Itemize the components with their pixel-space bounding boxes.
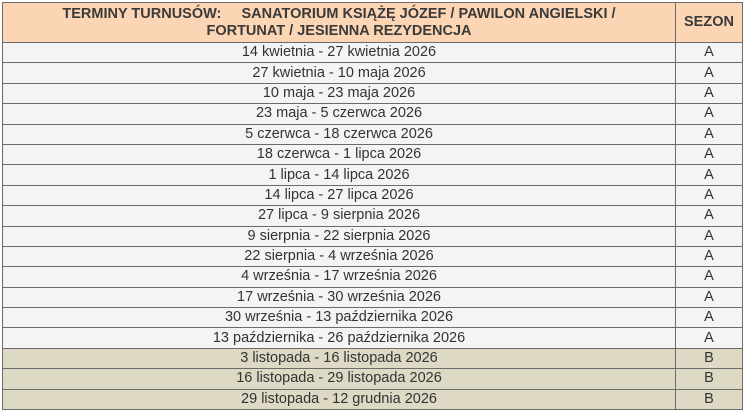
row-dates: 18 czerwca - 1 lipca 2026 [2, 143, 676, 166]
table-row: 1 lipca - 14 lipca 2026 A [2, 164, 743, 186]
row-season: A [675, 266, 743, 288]
row-season: A [675, 307, 743, 329]
row-season: A [675, 286, 743, 309]
row-season: A [675, 225, 743, 247]
table-header-row: TERMINY TURNUSÓW: SANATORIUM KSIĄŻĘ JÓZE… [2, 2, 743, 43]
row-dates: 16 listopada - 29 listopada 2026 [2, 368, 676, 390]
table-row: 14 lipca - 27 lipca 2026 A [2, 184, 743, 207]
row-season: A [675, 327, 743, 349]
table-row: 14 kwietnia - 27 kwietnia 2026 A [2, 41, 743, 64]
row-season: A [675, 62, 743, 84]
table-row: 18 czerwca - 1 lipca 2026 A [2, 143, 743, 166]
row-dates: 4 września - 17 września 2026 [2, 266, 676, 288]
row-season: A [675, 205, 743, 227]
row-dates: 22 sierpnia - 4 września 2026 [2, 245, 676, 268]
table-body: 14 kwietnia - 27 kwietnia 2026 A 27 kwietn… [2, 41, 743, 411]
table-row: 9 sierpnia - 22 sierpnia 2026 A [2, 225, 743, 247]
table-row: 22 sierpnia - 4 września 2026 A [2, 245, 743, 268]
row-dates: 30 września - 13 października 2026 [2, 307, 676, 329]
row-dates: 27 kwietnia - 10 maja 2026 [2, 62, 676, 84]
row-season: A [675, 123, 743, 145]
table-row: 13 października - 26 października 2026 A [2, 327, 743, 349]
row-dates: 9 sierpnia - 22 sierpnia 2026 [2, 225, 676, 247]
row-dates: 14 lipca - 27 lipca 2026 [2, 184, 676, 207]
table-row: 3 listopada - 16 listopada 2026 B [2, 347, 743, 370]
table-row: 5 czerwca - 18 czerwca 2026 A [2, 123, 743, 145]
row-dates: 10 maja - 23 maja 2026 [2, 82, 676, 105]
table-row: 23 maja - 5 czerwca 2026 A [2, 103, 743, 125]
row-season: A [675, 103, 743, 125]
table-row: 27 lipca - 9 sierpnia 2026 A [2, 205, 743, 227]
row-dates: 13 października - 26 października 2026 [2, 327, 676, 349]
row-season: A [675, 184, 743, 207]
table-row: 17 września - 30 września 2026 A [2, 286, 743, 309]
row-season: A [675, 164, 743, 186]
row-dates: 14 kwietnia - 27 kwietnia 2026 [2, 41, 676, 64]
row-season: A [675, 245, 743, 268]
row-dates: 27 lipca - 9 sierpnia 2026 [2, 205, 676, 227]
row-dates: 17 września - 30 września 2026 [2, 286, 676, 309]
table-row: 16 listopada - 29 listopada 2026 B [2, 368, 743, 390]
table-row: 4 września - 17 września 2026 A [2, 266, 743, 288]
row-season: B [675, 388, 743, 411]
row-dates: 5 czerwca - 18 czerwca 2026 [2, 123, 676, 145]
row-dates: 3 listopada - 16 listopada 2026 [2, 347, 676, 370]
turnus-schedule-table: TERMINY TURNUSÓW: SANATORIUM KSIĄŻĘ JÓZE… [2, 2, 743, 411]
table-row: 30 września - 13 października 2026 A [2, 307, 743, 329]
table-row: 10 maja - 23 maja 2026 A [2, 82, 743, 105]
row-season: B [675, 368, 743, 390]
table-row: 29 listopada - 12 grudnia 2026 B [2, 388, 743, 411]
table-row: 27 kwietnia - 10 maja 2026 A [2, 62, 743, 84]
row-season: B [675, 347, 743, 370]
row-dates: 29 listopada - 12 grudnia 2026 [2, 388, 676, 411]
row-dates: 1 lipca - 14 lipca 2026 [2, 164, 676, 186]
row-dates: 23 maja - 5 czerwca 2026 [2, 103, 676, 125]
header-terms: TERMINY TURNUSÓW: SANATORIUM KSIĄŻĘ JÓZE… [2, 2, 676, 43]
row-season: A [675, 82, 743, 105]
row-season: A [675, 41, 743, 64]
row-season: A [675, 143, 743, 166]
header-season: SEZON [675, 2, 743, 43]
